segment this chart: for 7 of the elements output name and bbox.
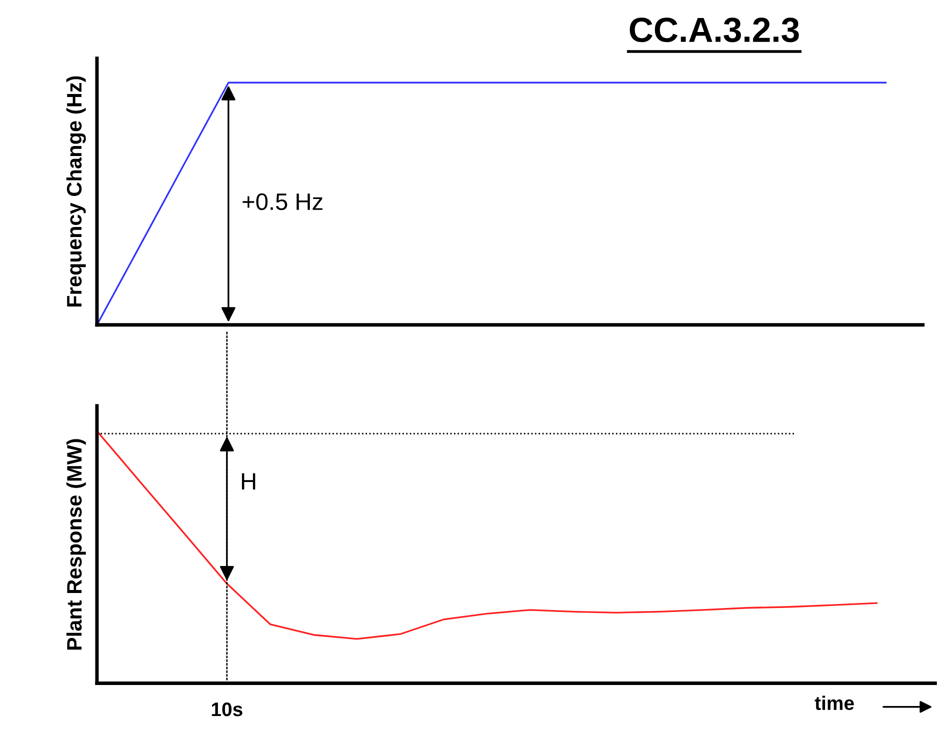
y-axis-title: Plant Response (MW) <box>66 439 86 650</box>
y-axis-title: Frequency Change (Hz) <box>66 76 86 307</box>
annotation: H <box>242 473 256 490</box>
chart-title: CC.A.3.2.3 <box>630 18 799 42</box>
annotation: +0.5 Hz <box>242 193 322 210</box>
text: 10s <box>212 702 242 716</box>
x-axis-title: time <box>814 696 854 710</box>
